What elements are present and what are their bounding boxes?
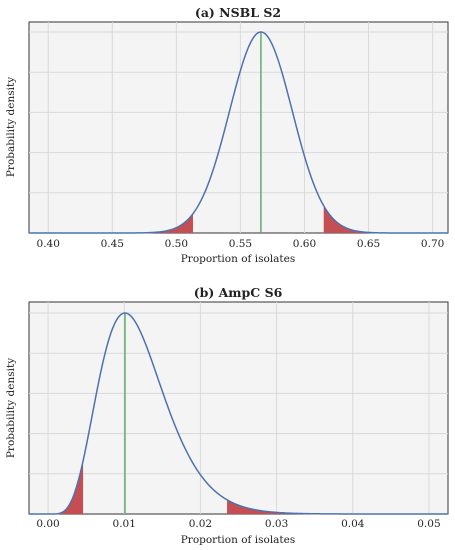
x-tick-label: 0.02 <box>189 518 212 530</box>
panel-ampc-s6: (b) AmpC S6 0.00 0.01 0.02 0.03 0.04 0.05 Pro… <box>5 285 449 546</box>
shaded-tail <box>323 205 448 233</box>
x-tick-label: 0.40 <box>37 238 60 250</box>
panel-title: (a) NSBL S2 <box>195 5 281 20</box>
plot-area <box>28 301 449 515</box>
shaded-tail <box>227 499 448 514</box>
x-tick-labels: 0.40 0.45 0.50 0.55 0.60 0.65 0.70 <box>37 238 445 250</box>
density-curve <box>29 312 448 515</box>
x-axis-label: Proportion of isolates <box>181 253 296 265</box>
x-tick-label: 0.03 <box>265 518 288 530</box>
x-tick-label: 0.45 <box>101 238 124 250</box>
x-tick-label: 0.70 <box>421 238 444 250</box>
x-tick-label: 0.65 <box>357 238 380 250</box>
x-tick-label: 0.05 <box>417 518 440 530</box>
y-axis-label: Probability density <box>5 358 17 458</box>
panel-nsbl-s2: (a) NSBL S2 0.40 0.45 0.50 0.55 0.60 0.65 0.70… <box>5 5 449 265</box>
panel-title: (b) AmpC S6 <box>194 285 283 300</box>
x-tick-labels: 0.00 0.01 0.02 0.03 0.04 0.05 <box>36 518 440 530</box>
shaded-tail <box>29 213 194 233</box>
grid-lines <box>29 22 448 233</box>
x-axis-label: Proportion of isolates <box>181 534 296 546</box>
chart-marks <box>29 312 448 515</box>
x-tick-label: 0.50 <box>165 238 188 250</box>
shaded-tail <box>29 460 84 514</box>
x-tick-label: 0.01 <box>113 518 136 530</box>
y-axis-label: Probability density <box>5 77 17 177</box>
x-tick-label: 0.04 <box>341 518 365 530</box>
density-curve <box>29 31 448 234</box>
plot-area <box>28 21 449 234</box>
x-tick-label: 0.60 <box>293 238 316 250</box>
chart-marks <box>29 31 448 234</box>
x-tick-label: 0.00 <box>36 518 59 530</box>
grid-lines <box>29 302 448 514</box>
x-tick-label: 0.55 <box>229 238 252 250</box>
